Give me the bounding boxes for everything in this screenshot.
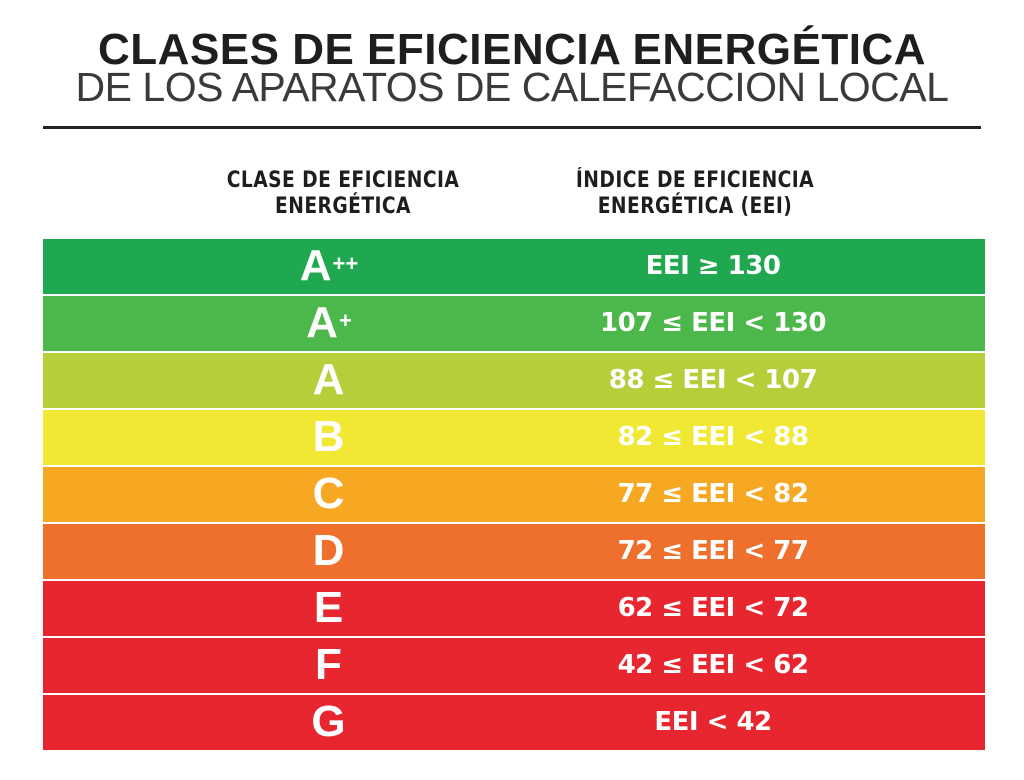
page-subtitle: DE LOS APARATOS DE CALEFACCION LOCAL bbox=[75, 64, 949, 110]
class-superscript: + bbox=[338, 308, 352, 333]
table-row: E 62 ≤ EEI < 72 bbox=[43, 581, 985, 636]
table-row: B 82 ≤ EEI < 88 bbox=[43, 410, 985, 465]
eei-range: 62 ≤ EEI < 72 bbox=[617, 593, 809, 623]
eei-range: EEI ≥ 130 bbox=[645, 251, 781, 281]
energy-class: A+ bbox=[306, 298, 352, 347]
eei-range: 77 ≤ EEI < 82 bbox=[617, 479, 809, 509]
eei-range: 72 ≤ EEI < 77 bbox=[617, 536, 809, 566]
eei-range: 107 ≤ EEI < 130 bbox=[599, 308, 827, 338]
column-header-index: ÍNDICE DE EFICIENCIA ENERGÉTICA (EEI) bbox=[575, 168, 815, 219]
energy-class: C bbox=[312, 469, 345, 518]
energy-class: F bbox=[315, 640, 342, 689]
table-row: A+ 107 ≤ EEI < 130 bbox=[43, 296, 985, 351]
table-row: A++ EEI ≥ 130 bbox=[43, 239, 985, 294]
column-header-class: CLASE DE EFICIENCIA ENERGÉTICA bbox=[226, 168, 460, 219]
table-row: D 72 ≤ EEI < 77 bbox=[43, 524, 985, 579]
eei-range: 88 ≤ EEI < 107 bbox=[608, 365, 818, 395]
title-divider bbox=[43, 126, 981, 129]
energy-class: E bbox=[313, 583, 344, 632]
eei-range: EEI < 42 bbox=[654, 707, 772, 737]
table-row: A 88 ≤ EEI < 107 bbox=[43, 353, 985, 408]
class-superscript: ++ bbox=[332, 251, 359, 276]
table-row: G EEI < 42 bbox=[43, 695, 985, 750]
energy-class: G bbox=[311, 697, 346, 746]
table-row: C 77 ≤ EEI < 82 bbox=[43, 467, 985, 522]
page-title: CLASES DE EFICIENCIA ENERGÉTICA bbox=[98, 25, 926, 74]
energy-class: A bbox=[312, 355, 345, 404]
energy-class: D bbox=[312, 526, 345, 575]
energy-class: B bbox=[312, 412, 345, 461]
table-row: F 42 ≤ EEI < 62 bbox=[43, 638, 985, 693]
energy-class: A++ bbox=[299, 241, 359, 290]
eei-range: 42 ≤ EEI < 62 bbox=[617, 650, 809, 680]
efficiency-table: A++ EEI ≥ 130 A+ 107 ≤ EEI < 130 A 88 ≤ … bbox=[43, 239, 985, 752]
eei-range: 82 ≤ EEI < 88 bbox=[617, 422, 809, 452]
